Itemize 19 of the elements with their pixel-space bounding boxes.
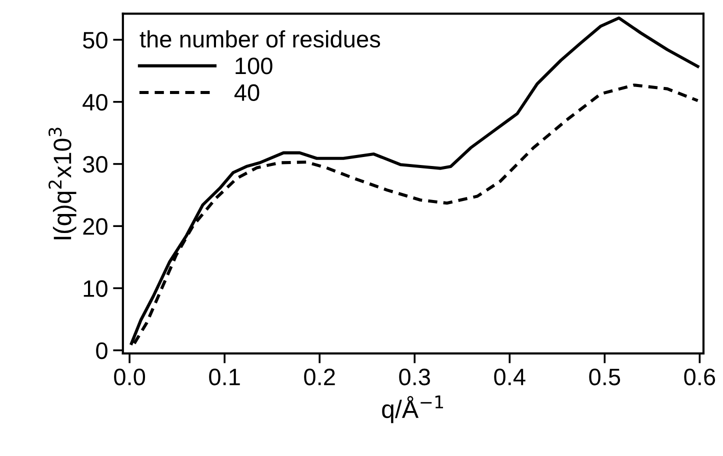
legend-title: the number of residues	[140, 30, 380, 48]
y-tick-label: 30	[82, 156, 108, 173]
y-axis-title: I(q)q$^{2}$x10$^{3}$	[48, 128, 76, 240]
x-tick-label: 0.1	[209, 368, 240, 386]
legend-label: 100	[236, 58, 272, 74]
y-tick-label: 50	[83, 32, 108, 49]
x-tick-label: 0.5	[589, 368, 620, 386]
x-tick-label: 0.3	[399, 368, 430, 386]
y-tick-label: 0	[96, 342, 108, 360]
x-tick-label: 0.6	[684, 368, 716, 386]
x-tick-label: 0.0	[114, 368, 146, 386]
x-axis-title: q/Å$^{−1}$	[382, 396, 444, 424]
x-tick-label: 0.2	[304, 368, 335, 386]
legend-label: 40	[234, 84, 260, 102]
line-series	[130, 16, 700, 345]
y-tick-label: 40	[82, 94, 108, 111]
y-tick-label: 20	[83, 218, 108, 235]
y-tick-label: 10	[84, 280, 108, 297]
x-tick-label: 0.4	[494, 368, 526, 386]
